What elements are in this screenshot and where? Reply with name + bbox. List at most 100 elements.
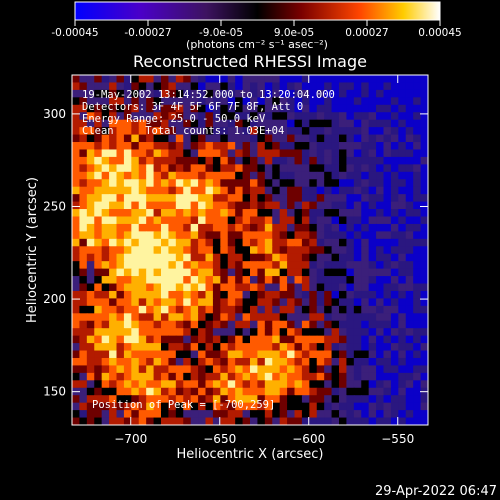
- heatmap-cell: [212, 335, 221, 344]
- heatmap-cell: [301, 380, 310, 389]
- heatmap-cell: [235, 89, 244, 98]
- heatmap-cell: [324, 380, 333, 389]
- heatmap-cell: [227, 134, 236, 143]
- heatmap-cell: [257, 75, 266, 84]
- heatmap-cell: [101, 75, 110, 84]
- heatmap-cell: [138, 75, 147, 84]
- heatmap-cell: [301, 253, 310, 262]
- heatmap-cell: [123, 216, 132, 225]
- heatmap-cell: [153, 261, 162, 270]
- heatmap-cell: [301, 231, 310, 240]
- heatmap-cell: [153, 290, 162, 300]
- heatmap-cell: [116, 365, 125, 374]
- heatmap-cell: [287, 343, 296, 352]
- heatmap-cell: [94, 216, 103, 225]
- heatmap-cell: [212, 261, 221, 270]
- heatmap-cell: [339, 179, 348, 188]
- colorbar: -0.00045 -0.00027 -9.0e-05 9.0e-05 0.00027 0.…: [51, 1, 462, 51]
- heatmap-cell: [331, 268, 340, 277]
- heatmap-cell: [86, 365, 95, 374]
- heatmap-cell: [405, 402, 414, 411]
- heatmap-cell: [353, 164, 362, 173]
- heatmap-cell: [242, 380, 251, 389]
- heatmap-cell: [390, 179, 399, 188]
- heatmap-cell: [72, 350, 81, 359]
- heatmap-cell: [79, 305, 88, 314]
- heatmap-cell: [420, 75, 428, 84]
- heatmap-cell: [294, 89, 303, 98]
- heatmap-cell: [109, 395, 118, 404]
- heatmap-cell: [168, 357, 177, 367]
- heatmap-cell: [161, 97, 170, 106]
- heatmap-cell: [339, 343, 348, 352]
- heatmap-cell: [79, 253, 88, 262]
- heatmap-cell: [413, 75, 422, 84]
- heatmap-cell: [376, 298, 385, 307]
- heatmap-cell: [109, 119, 118, 128]
- heatmap-cell: [287, 387, 296, 396]
- heatmap-cell: [220, 142, 229, 151]
- heatmap-cell: [413, 261, 422, 270]
- heatmap-cell: [316, 149, 325, 158]
- heatmap-cell: [116, 223, 125, 232]
- heatmap-cell: [294, 179, 303, 188]
- heatmap-cell: [235, 238, 244, 247]
- heatmap-cell: [309, 395, 318, 404]
- heatmap-cell: [376, 343, 385, 352]
- heatmap-cell: [287, 290, 296, 300]
- heatmap-cell: [109, 156, 118, 165]
- heatmap-cell: [153, 365, 162, 374]
- heatmap-cell: [294, 223, 303, 232]
- heatmap-cell: [168, 313, 177, 322]
- heatmap-cell: [301, 89, 310, 98]
- heatmap-cell: [361, 387, 370, 396]
- heatmap-cell: [339, 335, 348, 344]
- heatmap-cell: [383, 410, 392, 419]
- heatmap-cell: [331, 335, 340, 344]
- heatmap-cell: [376, 305, 385, 314]
- heatmap-cell: [116, 209, 125, 218]
- heatmap-cell: [272, 305, 281, 314]
- heatmap-cell: [190, 186, 199, 195]
- heatmap-cell: [398, 194, 407, 203]
- heatmap-cell: [390, 216, 399, 225]
- heatmap-cell: [153, 372, 162, 381]
- heatmap-cell: [86, 313, 95, 322]
- heatmap-cell: [220, 82, 229, 91]
- heatmap-cell: [353, 298, 362, 307]
- heatmap-cell: [205, 179, 214, 188]
- heatmap-cell: [72, 186, 81, 195]
- heatmap-cell: [257, 164, 266, 173]
- heatmap-cell: [361, 261, 370, 270]
- heatmap-cell: [109, 305, 118, 314]
- heatmap-cell: [301, 350, 310, 359]
- heatmap-cell: [138, 357, 147, 367]
- heatmap-cell: [301, 127, 310, 136]
- heatmap-cell: [212, 112, 221, 121]
- heatmap-cell: [301, 276, 310, 285]
- heatmap-cell: [346, 387, 355, 396]
- heatmap-cell: [301, 313, 310, 322]
- heatmap-cell: [331, 253, 340, 262]
- heatmap-cell: [264, 156, 273, 165]
- heatmap-cell: [383, 97, 392, 106]
- heatmap-cell: [212, 357, 221, 367]
- heatmap-cell: [250, 313, 259, 322]
- heatmap-cell: [242, 127, 251, 136]
- heatmap-cell: [123, 134, 132, 143]
- heatmap-cell: [94, 82, 103, 91]
- heatmap-cell: [361, 238, 370, 247]
- heatmap-cell: [294, 156, 303, 165]
- heatmap-cell: [279, 335, 288, 344]
- heatmap-cell: [339, 238, 348, 247]
- heatmap-cell: [198, 387, 207, 396]
- heatmap-cell: [79, 238, 88, 247]
- heatmap-cell: [257, 276, 266, 285]
- heatmap-cell: [183, 201, 192, 210]
- heatmap-cell: [361, 343, 370, 352]
- heatmap-cell: [242, 410, 251, 419]
- heatmap-cell: [138, 298, 147, 307]
- heatmap-cell: [205, 380, 214, 389]
- heatmap-cell: [339, 164, 348, 173]
- heatmap-cell: [383, 335, 392, 344]
